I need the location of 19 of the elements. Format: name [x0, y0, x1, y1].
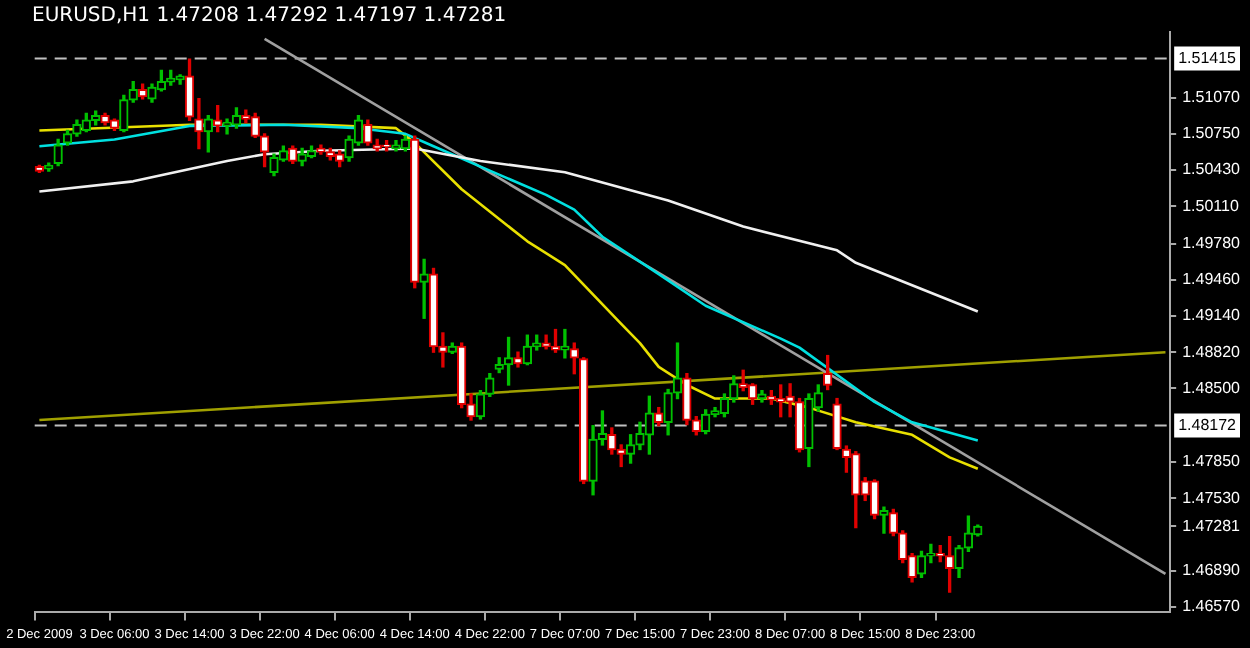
y-tick-label: 1.48820: [1182, 342, 1242, 361]
y-tick-label: 1.47850: [1182, 452, 1242, 471]
y-tick-label: 1.47281: [1182, 516, 1242, 535]
ref-line-label: 1.51415: [1178, 48, 1238, 67]
y-tick-label: 1.48500: [1182, 378, 1242, 397]
y-tick-label: 1.50750: [1182, 124, 1242, 143]
chart-title: EURUSD,H1 1.47208 1.47292 1.47197 1.47281: [32, 5, 507, 28]
y-tick-label: 1.49140: [1182, 306, 1242, 325]
y-tick-label: 1.50110: [1182, 196, 1240, 215]
candlestick: [879, 506, 889, 534]
ref-line-label: 1.48172: [1178, 415, 1238, 434]
y-tick-label: 1.47530: [1182, 488, 1242, 507]
y-tick-label: 1.51070: [1182, 88, 1242, 107]
y-tick-label: 1.46890: [1182, 560, 1242, 579]
y-tick-label: 1.49460: [1182, 270, 1242, 289]
y-tick-label: 1.46570: [1182, 597, 1242, 616]
y-tick-label: 1.49780: [1182, 233, 1242, 252]
candlestick: [419, 258, 429, 319]
y-tick-label: 1.50430: [1182, 160, 1242, 179]
